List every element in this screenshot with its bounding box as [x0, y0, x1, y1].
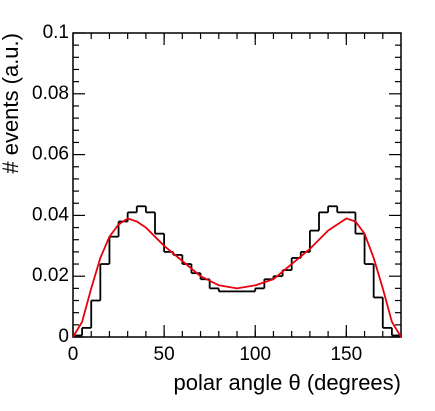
x-tick-label: 150 [330, 344, 362, 365]
y-tick-label: 0.04 [32, 204, 69, 225]
y-axis-title: # events (a.u.) [0, 33, 23, 174]
y-tick-label: 0.08 [32, 83, 69, 104]
x-axis-title: polar angle θ (degrees) [174, 370, 401, 395]
fit-curve [72, 217, 402, 338]
y-tick-label: 0.1 [43, 22, 69, 43]
x-tick-label: 0 [68, 344, 79, 365]
x-tick-label: 50 [154, 344, 175, 365]
y-tick-label: 0.02 [32, 265, 69, 286]
x-tick-label: 100 [239, 344, 271, 365]
y-tick-label: 0 [58, 326, 69, 347]
y-tick-label: 0.06 [32, 144, 69, 165]
